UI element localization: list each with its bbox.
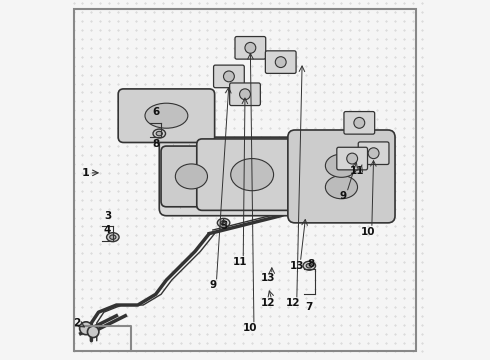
Text: 1: 1	[82, 168, 90, 178]
FancyBboxPatch shape	[266, 51, 296, 73]
FancyBboxPatch shape	[344, 112, 375, 134]
Text: 5: 5	[220, 221, 227, 231]
FancyBboxPatch shape	[337, 147, 368, 170]
Text: 12: 12	[261, 298, 275, 308]
Ellipse shape	[240, 89, 250, 100]
Text: 12: 12	[286, 298, 300, 308]
FancyBboxPatch shape	[197, 139, 308, 210]
FancyBboxPatch shape	[161, 146, 222, 207]
Text: 13: 13	[290, 261, 304, 271]
Ellipse shape	[223, 71, 234, 82]
Ellipse shape	[245, 42, 256, 53]
Ellipse shape	[220, 221, 227, 225]
Text: 11: 11	[232, 257, 247, 267]
Text: 8: 8	[307, 259, 315, 269]
Text: 2: 2	[74, 318, 81, 328]
Text: 9: 9	[340, 191, 347, 201]
Ellipse shape	[156, 131, 162, 136]
Ellipse shape	[306, 264, 313, 268]
Ellipse shape	[303, 261, 316, 270]
Ellipse shape	[275, 57, 286, 68]
Ellipse shape	[325, 154, 358, 177]
FancyBboxPatch shape	[214, 65, 245, 88]
Circle shape	[79, 322, 93, 335]
Ellipse shape	[231, 158, 273, 191]
Text: 6: 6	[152, 107, 159, 117]
Text: 10: 10	[361, 227, 375, 237]
Text: 10: 10	[243, 323, 258, 333]
Ellipse shape	[347, 153, 358, 164]
Text: 7: 7	[306, 302, 313, 312]
Ellipse shape	[325, 176, 358, 199]
Circle shape	[88, 326, 99, 338]
Text: 13: 13	[261, 273, 275, 283]
Ellipse shape	[354, 117, 365, 128]
Ellipse shape	[368, 148, 379, 159]
Ellipse shape	[218, 219, 230, 227]
Ellipse shape	[110, 235, 116, 239]
FancyBboxPatch shape	[235, 36, 266, 59]
FancyBboxPatch shape	[288, 130, 395, 223]
FancyBboxPatch shape	[159, 137, 352, 216]
Ellipse shape	[153, 129, 166, 138]
Text: 9: 9	[209, 280, 217, 291]
Text: 4: 4	[104, 225, 111, 235]
FancyBboxPatch shape	[230, 83, 260, 105]
FancyBboxPatch shape	[118, 89, 215, 143]
Ellipse shape	[107, 233, 119, 242]
Text: 8: 8	[152, 139, 159, 149]
Ellipse shape	[145, 103, 188, 128]
Ellipse shape	[175, 164, 207, 189]
Text: 3: 3	[104, 211, 111, 221]
Text: 11: 11	[350, 166, 365, 176]
FancyBboxPatch shape	[358, 142, 389, 165]
